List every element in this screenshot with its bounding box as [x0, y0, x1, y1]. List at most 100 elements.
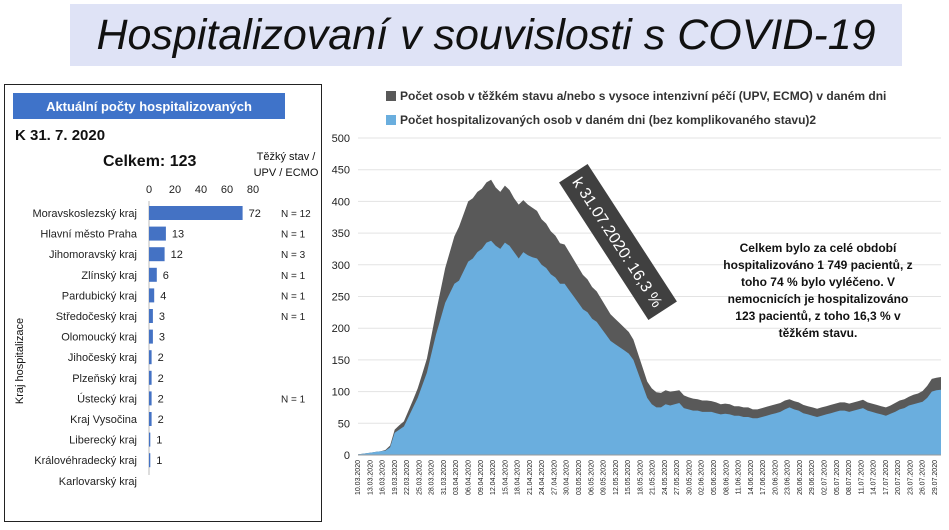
bar-category-label: Jihočeský kraj	[68, 352, 137, 364]
y-tick-label: 0	[344, 450, 350, 462]
x-tick-label: 29.07.2020	[932, 460, 939, 495]
x-tick-label: 28.03.2020	[429, 460, 436, 495]
y-tick-label: 150	[332, 355, 350, 367]
x-tick-label: 25.03.2020	[416, 460, 423, 495]
x-tick-label: 17.06.2020	[760, 460, 767, 495]
x-tick-label: 11.07.2020	[858, 460, 865, 495]
bar	[149, 267, 157, 282]
legend-label-hospitalized: Počet hospitalizovaných osob v daném dni…	[400, 113, 817, 127]
y-tick-label: 50	[338, 418, 350, 430]
x-tick-label: 02.07.2020	[822, 460, 829, 495]
summary-text: Celkem bylo za celé období hospitalizová…	[723, 241, 913, 340]
x-tick-label: 13.03.2020	[367, 460, 374, 495]
x-tick-label: 05.06.2020	[711, 460, 718, 495]
bar	[149, 391, 152, 406]
x-tick-label: 30.05.2020	[686, 460, 693, 495]
bar-value-label: 2	[158, 393, 164, 405]
x-tick-label: 20.07.2020	[895, 460, 902, 495]
regional-panel: Aktuální počty hospitalizovaných K 31. 7…	[4, 84, 322, 522]
bar-value-label: 6	[163, 270, 169, 282]
legend-item-severe: Počet osob v těžkém stavu a/nebo s vysoc…	[386, 84, 886, 108]
x-tick-label: 18.04.2020	[515, 460, 522, 495]
x-tick-label: 02.06.2020	[699, 460, 706, 495]
bar-category-label: Hlavní město Praha	[40, 229, 137, 241]
bar-value-label: 1	[156, 435, 162, 447]
y-tick-label: 250	[332, 292, 350, 304]
bar-value-label: 4	[160, 290, 166, 302]
bar-category-label: Liberecký kraj	[69, 435, 137, 447]
bar-category-label: Královéhradecký kraj	[34, 455, 137, 467]
legend-swatch-dark	[386, 91, 396, 101]
bar-value-label: 2	[158, 352, 164, 364]
severe-header: Těžký stav / UPV / ECMO	[251, 149, 321, 181]
bar	[149, 288, 155, 303]
y-tick-label: 300	[332, 260, 350, 272]
bar-value-label: 3	[159, 332, 165, 344]
bar-value-label: 12	[171, 249, 183, 261]
bar-x-tick-label: 20	[169, 184, 181, 196]
total-label: Celkem: 123	[103, 153, 197, 170]
bar-x-tick-label: 60	[221, 184, 233, 196]
bar-value-label: 1	[156, 455, 162, 467]
bar-x-tick-label: 0	[146, 184, 152, 196]
bar-category-label: Pardubický kraj	[62, 290, 137, 302]
y-tick-label: 500	[332, 133, 350, 145]
bar-category-label: Plzeňský kraj	[72, 373, 137, 385]
severe-count-label: N = 3	[281, 250, 306, 261]
bar	[149, 329, 153, 344]
bar	[149, 247, 165, 262]
x-tick-label: 14.07.2020	[871, 460, 878, 495]
legend-swatch-light	[386, 115, 396, 125]
x-tick-label: 23.06.2020	[785, 460, 792, 495]
x-tick-label: 06.04.2020	[465, 460, 472, 495]
y-tick-label: 400	[332, 196, 350, 208]
bar-category-label: Karlovarský kraj	[59, 476, 137, 488]
x-tick-label: 06.05.2020	[588, 460, 595, 495]
bar-x-tick-label: 80	[247, 184, 259, 196]
bar-value-label: 2	[158, 414, 164, 426]
x-tick-label: 03.05.2020	[576, 460, 583, 495]
bar-category-label: Ústecký kraj	[77, 392, 137, 405]
bar	[149, 412, 152, 426]
hospitalization-area-chart: 0 50 100 150 200 250 300 350 400 450 500 10.03.2020…	[332, 133, 941, 495]
area-series-hospitalized	[358, 240, 941, 455]
bar-category-label: Olomoucký kraj	[61, 332, 137, 344]
y-tick-label: 200	[332, 323, 350, 335]
y-tick-label: 450	[332, 165, 350, 177]
bar	[149, 453, 151, 468]
x-tick-label: 08.06.2020	[723, 460, 730, 495]
x-tick-label: 16.03.2020	[380, 460, 387, 495]
severe-count-label: N = 1	[281, 394, 306, 405]
x-tick-label: 12.05.2020	[613, 460, 620, 495]
x-tick-label: 19.03.2020	[392, 460, 399, 495]
bar-value-label: 3	[159, 311, 165, 323]
x-tick-label: 09.04.2020	[478, 460, 485, 495]
date-label: K 31. 7. 2020	[15, 127, 106, 144]
x-tick-label: 30.04.2020	[564, 460, 571, 495]
x-tick-label: 21.05.2020	[650, 460, 657, 495]
bar-category-label: Kraj Vysočina	[70, 414, 138, 426]
y-tick-label: 350	[332, 228, 350, 240]
bar	[149, 432, 151, 447]
bar-category-label: Středočeský kraj	[56, 311, 137, 323]
severe-count-label: N = 1	[281, 230, 306, 241]
severe-header-line2: UPV / ECMO	[253, 167, 319, 179]
x-tick-label: 18.05.2020	[637, 460, 644, 495]
legend: Počet osob v těžkém stavu a/nebo s vysoc…	[386, 84, 886, 132]
page-title: Hospitalizovaní v souvislosti s COVID-19	[96, 10, 876, 59]
x-tick-label: 26.06.2020	[797, 460, 804, 495]
bar-category-label: Zlínský kraj	[81, 270, 137, 282]
panel-header: Aktuální počty hospitalizovaných	[13, 93, 285, 119]
x-tick-label: 24.04.2020	[539, 460, 546, 495]
bar-value-label: 72	[249, 208, 261, 220]
x-tick-label: 03.04.2020	[453, 460, 460, 495]
severe-count-label: N = 1	[281, 291, 306, 302]
bar	[149, 350, 152, 365]
x-tick-label: 27.04.2020	[551, 460, 558, 495]
x-tick-label: 22.03.2020	[404, 460, 411, 495]
x-tick-label: 23.07.2020	[907, 460, 914, 495]
x-tick-label: 15.05.2020	[625, 460, 632, 495]
severe-count-label: N = 1	[281, 271, 306, 282]
x-tick-label: 31.03.2020	[441, 460, 448, 495]
